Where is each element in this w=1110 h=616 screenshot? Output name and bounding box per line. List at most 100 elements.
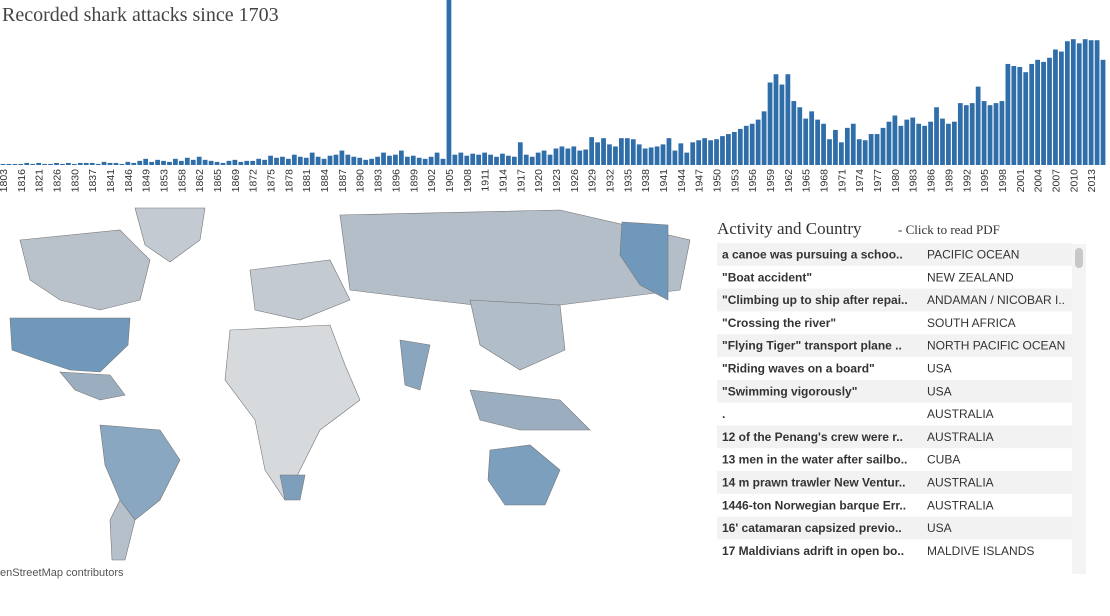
x-tick-label: 1980 — [890, 169, 902, 193]
bar — [500, 153, 505, 165]
bar — [1070, 39, 1076, 165]
bar — [250, 160, 256, 165]
x-tick-label: 1816 — [16, 169, 28, 193]
x-tick-label: 1899 — [408, 169, 420, 193]
x-tick-label: 1803 — [0, 169, 10, 193]
x-tick-label: 1926 — [569, 169, 581, 193]
x-tick-label: 1995 — [979, 169, 991, 193]
bar — [286, 158, 291, 165]
bar — [440, 158, 446, 165]
country-cell: SOUTH AFRICA — [927, 316, 1016, 330]
bar — [749, 123, 755, 165]
bar — [119, 163, 125, 165]
x-tick-label: 1992 — [961, 169, 973, 193]
bar — [410, 155, 416, 165]
bar — [196, 156, 202, 165]
bar — [482, 152, 487, 165]
bar — [868, 134, 874, 165]
activity-cell: 12 of the Penang's crew were r.. — [722, 430, 903, 444]
bar — [987, 105, 993, 165]
bar — [291, 154, 297, 165]
bar — [714, 139, 719, 165]
x-tick-label: 2013 — [1086, 169, 1098, 193]
bar — [434, 152, 440, 165]
bar — [95, 163, 101, 165]
bar — [244, 160, 250, 165]
bar — [297, 156, 303, 165]
x-axis: 1803 1816 1821 1826 1830 1837 1841 1846 1849 1853… — [0, 169, 1098, 193]
country-cell: AUSTRALIA — [927, 498, 994, 512]
bar — [1059, 51, 1064, 165]
bar — [565, 148, 571, 165]
x-tick-label: 1923 — [551, 169, 563, 193]
table-note[interactable]: - Click to read PDF — [898, 222, 1000, 237]
bar — [375, 156, 380, 165]
bar — [1100, 59, 1106, 165]
x-tick-label: 1887 — [337, 169, 349, 193]
bar — [517, 142, 523, 165]
bar — [416, 157, 422, 165]
bar — [630, 139, 636, 165]
x-tick-label: 1846 — [123, 169, 135, 193]
x-tick-label: 1986 — [926, 169, 938, 193]
bar — [232, 159, 238, 165]
x-tick-label: 2004 — [1033, 169, 1045, 193]
bar — [916, 123, 922, 165]
row-bg — [717, 379, 1072, 403]
bar — [571, 146, 577, 165]
x-tick-label: 1917 — [515, 169, 527, 193]
bar — [54, 162, 59, 165]
x-tick-label: 1881 — [301, 169, 313, 193]
bar — [1041, 61, 1046, 165]
bar — [844, 127, 850, 165]
bar — [1005, 63, 1011, 165]
bar — [951, 121, 957, 165]
bar — [345, 154, 351, 165]
scrollbar[interactable] — [1072, 244, 1086, 574]
row-bg — [717, 425, 1072, 449]
bar — [1023, 72, 1029, 165]
bar — [690, 142, 696, 165]
bar — [619, 138, 624, 165]
bar — [696, 140, 702, 165]
bar — [547, 154, 553, 165]
bar — [511, 156, 517, 165]
activity-cell: 16' catamaran capsized previo.. — [722, 521, 902, 535]
bar — [726, 134, 731, 165]
row-bg — [717, 516, 1072, 540]
bar — [42, 163, 47, 165]
bar — [71, 163, 77, 165]
bar — [904, 119, 910, 165]
bar — [541, 150, 547, 165]
x-tick-label: 1914 — [497, 169, 509, 193]
bar — [161, 160, 166, 165]
bar — [398, 150, 404, 165]
x-tick-label: 1890 — [355, 169, 367, 193]
bar — [999, 101, 1005, 165]
x-tick-label: 1998 — [997, 169, 1009, 193]
bar — [957, 103, 963, 165]
bar — [928, 121, 933, 165]
bar — [898, 125, 904, 165]
table: Activity and Country - Click to read PDF… — [717, 219, 1086, 574]
bar — [523, 154, 529, 165]
bar — [476, 154, 482, 165]
map-credit: enStreetMap contributors — [0, 567, 124, 579]
bar — [767, 82, 773, 165]
country-cell: USA — [927, 521, 952, 535]
bar — [1082, 39, 1088, 165]
bar — [321, 158, 327, 165]
x-tick-label: 1950 — [712, 169, 724, 193]
x-tick-label: 1853 — [159, 169, 171, 193]
x-tick-label: 1902 — [426, 169, 438, 193]
scroll-thumb[interactable] — [1075, 248, 1083, 268]
country-cell: USA — [927, 384, 952, 398]
bar — [12, 163, 18, 165]
bar — [636, 144, 642, 165]
bar — [125, 161, 131, 165]
bar — [83, 162, 89, 165]
bar — [393, 154, 398, 165]
x-tick-label: 1983 — [908, 169, 920, 193]
x-tick-label: 1878 — [283, 169, 295, 193]
bar — [624, 138, 630, 165]
